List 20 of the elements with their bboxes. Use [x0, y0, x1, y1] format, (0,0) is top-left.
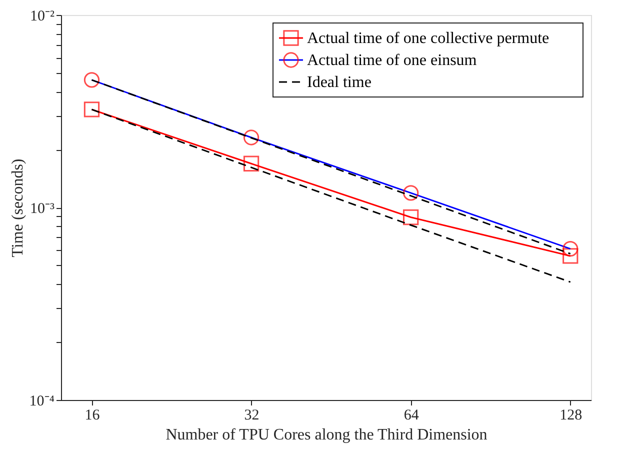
legend-label: Ideal time — [307, 74, 372, 91]
legend-label: Actual time of one collective permute — [307, 30, 550, 47]
x-tick-label: 128 — [560, 408, 582, 424]
point — [403, 209, 419, 226]
point — [403, 185, 419, 201]
y-tick-label: 10⁻⁴ — [29, 394, 54, 410]
point — [84, 102, 100, 118]
y-tick-label: 10⁻³ — [30, 201, 55, 217]
x-tick-label: 32 — [244, 408, 260, 424]
x-tick-label: 16 — [84, 408, 100, 424]
point — [562, 248, 578, 264]
point — [243, 156, 260, 172]
y-tick-label: 10⁻² — [30, 8, 55, 24]
y-axis-title: Time (seconds) — [9, 158, 26, 258]
point — [562, 241, 578, 257]
x-tick-label: 64 — [404, 408, 420, 424]
point — [84, 72, 100, 88]
point — [243, 130, 260, 146]
x-axis-title: Number of TPU Cores along the Third Dimension — [166, 426, 488, 444]
legend-label: Actual time of one einsum — [307, 52, 478, 69]
